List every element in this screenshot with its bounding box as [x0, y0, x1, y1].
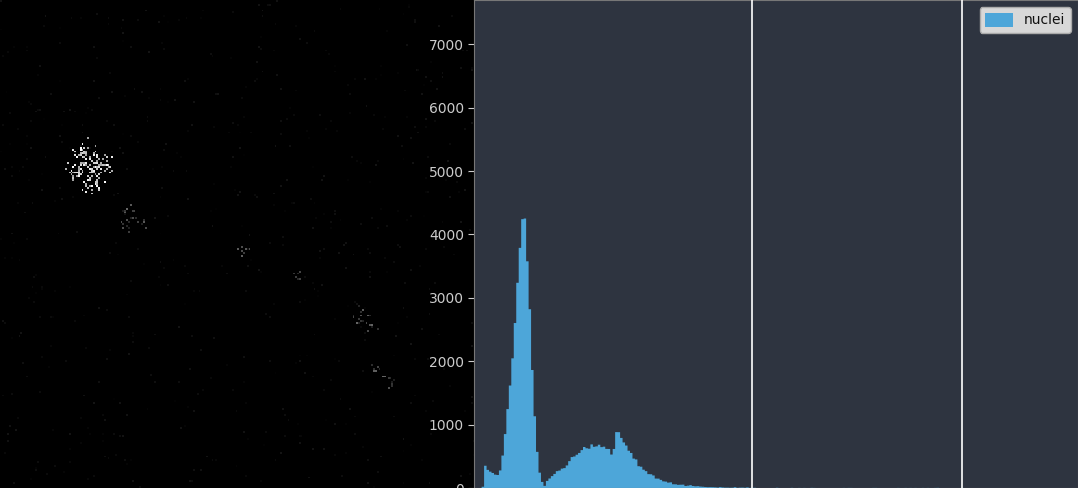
Legend: nuclei: nuclei	[980, 7, 1072, 33]
Polygon shape	[479, 219, 1078, 488]
